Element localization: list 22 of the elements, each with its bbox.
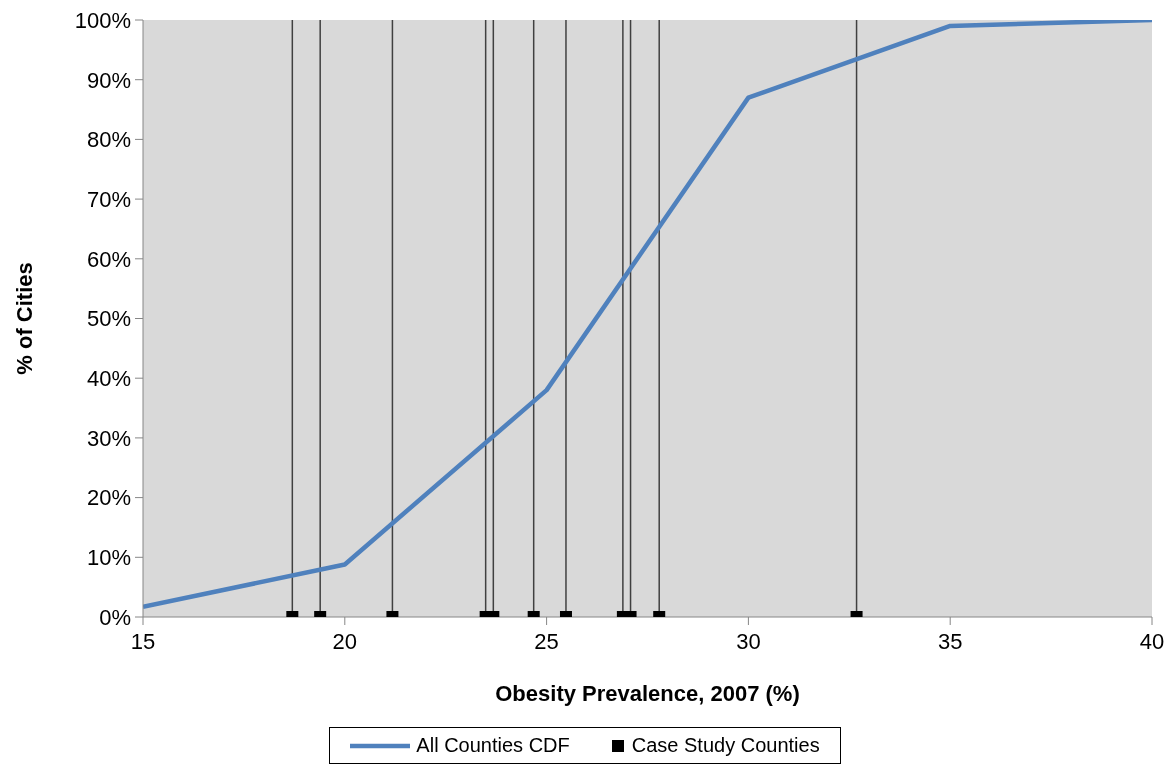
y-tick-label: 70%: [86, 186, 131, 212]
line-series: [143, 20, 1152, 610]
y-tick-label: 80%: [86, 127, 131, 153]
x-tick-label: 20: [332, 628, 358, 654]
x-tick-label: 25: [534, 628, 559, 654]
y-tick-label: 0%: [99, 604, 131, 630]
x-tick-label: 30: [736, 628, 761, 654]
y-tick-label: 50%: [86, 306, 131, 332]
x-tick-label: 15: [130, 628, 156, 654]
y-tick-label: 100%: [74, 7, 131, 33]
y-tick-label: 10%: [86, 545, 131, 571]
y-tick-label: 90%: [86, 67, 131, 93]
y-tick-label: 30%: [86, 425, 131, 451]
legend-label: Case Study Counties: [631, 734, 820, 757]
x-tick-label: 35: [937, 628, 963, 654]
legend-label: All Counties CDF: [416, 734, 570, 757]
x-tick-label: 40: [1139, 628, 1165, 654]
y-tick-label: 20%: [86, 485, 131, 511]
x-axis-title: Obesity Prevalence, 2007 (%): [495, 681, 800, 706]
y-axis-title: % of Cities: [11, 262, 37, 375]
y-tick-label: 40%: [86, 366, 131, 392]
y-tick-label: 60%: [86, 246, 131, 272]
